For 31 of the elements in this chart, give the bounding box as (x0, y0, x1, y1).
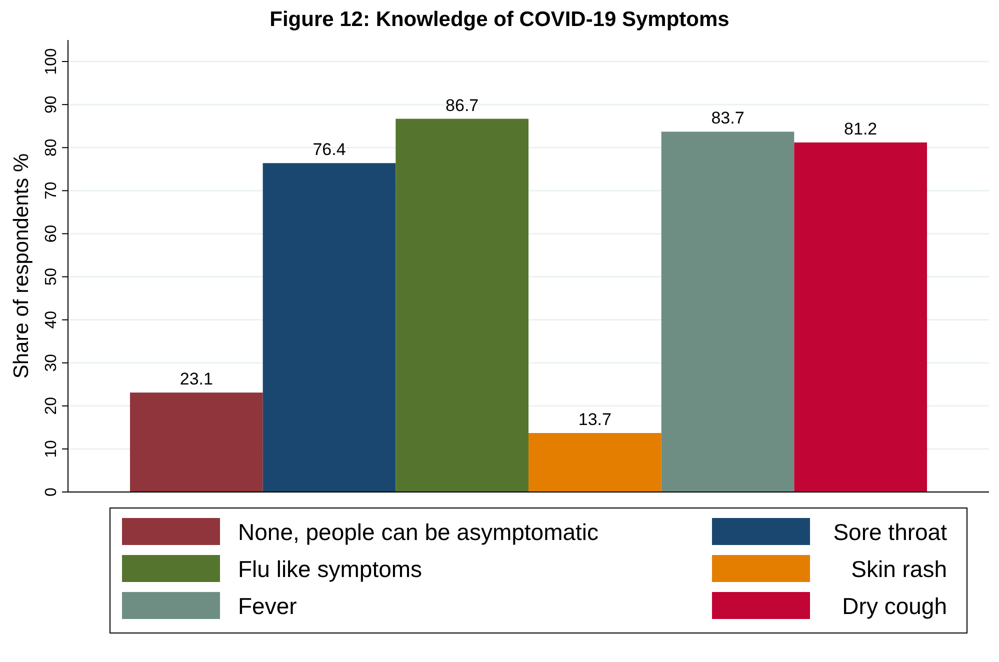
legend-label: Flu like symptoms (238, 556, 422, 582)
legend-label: None, people can be asymptomatic (238, 519, 599, 545)
bar (396, 118, 528, 492)
y-tick-label: 30 (43, 354, 60, 372)
legend-label: Sore throat (833, 519, 948, 545)
y-tick-label: 40 (43, 310, 60, 329)
y-tick-label: 0 (43, 487, 60, 496)
y-tick-label: 80 (43, 138, 60, 157)
y-tick-label: 50 (43, 268, 60, 286)
data-label: 23.1 (180, 370, 213, 389)
legend-label: Fever (238, 593, 298, 619)
bar (528, 433, 662, 492)
data-label: 86.7 (446, 96, 479, 115)
chart-title: Figure 12: Knowledge of COVID-19 Symptoms (270, 8, 730, 31)
y-axis-title: Share of respondents % (10, 153, 33, 379)
y-tick-label: 10 (43, 440, 60, 458)
data-label: 76.4 (312, 140, 346, 160)
data-label: 81.2 (844, 119, 878, 138)
bar (794, 142, 928, 492)
data-label: 83.7 (711, 108, 744, 128)
bar (661, 132, 794, 492)
y-tick-label: 100 (43, 48, 60, 75)
y-tick-label: 90 (43, 96, 60, 114)
bar (130, 392, 263, 492)
data-label: 13.7 (578, 410, 612, 430)
legend-label: Dry cough (842, 593, 947, 619)
y-tick-label: 70 (43, 182, 60, 200)
y-tick-label: 60 (43, 224, 60, 243)
bar (262, 163, 396, 492)
y-tick-label: 20 (43, 396, 60, 415)
legend-label: Skin rash (851, 556, 947, 582)
